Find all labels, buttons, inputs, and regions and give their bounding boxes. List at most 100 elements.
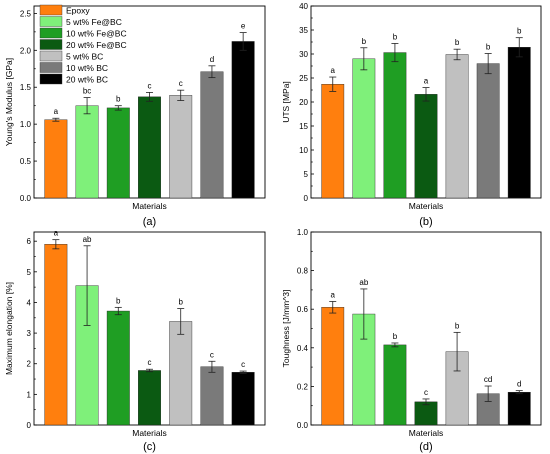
significance-letter: c [210,350,214,359]
legend-swatch [39,4,63,16]
significance-letter: b [393,32,398,41]
legend-label: 10 wt% Fe@BC [66,29,127,39]
bar [44,244,68,426]
significance-letter: b [116,296,121,305]
significance-letter: d [517,380,521,389]
y-tick-label: 30 [299,50,308,59]
significance-letter: a [331,290,336,299]
significance-letter: d [210,55,214,64]
legend-label: 5 wt% Fe@BC [66,17,122,27]
significance-letter: b [116,95,121,104]
y-tick-label: 2.0 [20,46,32,55]
y-tick-label: 5 [27,268,32,277]
significance-letter: bc [83,87,91,96]
legend-swatch [39,16,63,27]
bar [383,344,407,426]
bar [445,54,469,199]
y-tick-label: 0.0 [297,421,309,430]
legend-swatch [39,27,63,39]
significance-letter: ab [83,235,92,244]
significance-letter: b [517,27,522,36]
significance-letter: c [148,358,152,367]
bar [507,391,531,426]
legend-swatch [39,50,63,62]
y-tick-label: 25 [299,74,308,83]
chart-panel-3: 0.0 0.2 0.4 0.6 0.8 1.0 a ab b c b cd d Materials Toug… [281,228,542,453]
y-tick-label: 15 [299,122,308,131]
bar [169,321,193,426]
bar [321,307,345,426]
significance-letter: a [331,66,336,75]
legend-label: 5 wt% BC [66,52,103,62]
bar [138,370,161,426]
bar [106,310,130,426]
legend-swatch [39,73,63,85]
legend-label: Epoxy [66,6,90,16]
chart-panel-2: 0 1 2 3 4 5 6 a ab b c b c c Materials Maximum elongati… [4,229,266,453]
significance-letter: b [362,37,367,46]
bar [383,52,407,199]
bar [106,107,130,199]
significance-letter: cd [484,375,492,384]
significance-letter: b [455,38,460,47]
y-tick-label: 0.6 [297,305,309,314]
significance-letter: c [148,81,152,90]
bar [200,71,224,199]
bar [200,366,224,426]
x-axis-label: Materials [132,428,166,438]
y-tick-label: 2.5 [20,9,32,18]
x-axis-label: Materials [409,201,443,211]
significance-letter: c [179,79,183,88]
y-tick-label: 40 [299,2,308,11]
significance-letter: e [241,22,246,31]
bar [75,105,99,199]
panel-label: (d) [419,441,432,453]
panel-label: (c) [143,441,156,453]
y-tick-label: 0.0 [20,194,32,203]
significance-letter: ab [359,278,368,287]
bar [352,58,376,199]
bar [44,119,68,199]
y-tick-label: 1.0 [297,228,309,237]
y-tick-label: 2 [27,360,32,369]
y-tick-label: 3 [27,329,32,338]
significance-letter: a [54,229,59,238]
significance-letter: b [178,298,183,307]
legend-label: 20 wt% BC [66,75,108,85]
y-axis-label: UTS [MPa] [281,81,291,123]
panel-label: (b) [419,216,432,228]
legend-label: 10 wt% BC [66,63,108,73]
y-tick-label: 0.2 [297,382,309,391]
chart-panel-1: 0 5 10 15 20 25 30 35 40 a b b a b b b Materials UTS [MPa… [281,2,542,228]
x-axis-label: Materials [409,428,443,438]
y-tick-label: 4 [27,298,32,307]
significance-letter: a [54,107,59,116]
y-tick-label: 1 [27,390,32,399]
y-tick-label: 0.8 [297,267,309,276]
significance-letter: c [241,360,245,369]
significance-letter: b [393,332,398,341]
bar [414,94,438,199]
y-axis-label: Toughness [J/mm^3] [281,290,291,368]
bar [231,372,255,426]
y-tick-label: 1.5 [20,83,32,92]
y-axis-label: Maximum elongation [%] [4,282,14,375]
significance-letter: b [455,321,460,330]
y-tick-label: 35 [299,26,308,35]
y-tick-label: 0.5 [20,157,32,166]
y-tick-label: 10 [299,146,308,155]
bar [321,84,345,199]
significance-letter: a [424,77,429,86]
y-axis-label: Young's Modulus [GPa] [4,58,14,146]
bar [476,63,500,199]
y-tick-label: 0 [27,421,32,430]
y-tick-label: 1.0 [20,120,32,129]
x-axis-label: Materials [132,201,166,211]
bar [169,95,193,199]
bar [231,41,255,199]
y-tick-label: 0 [304,194,309,203]
legend-label: 20 wt% Fe@BC [66,40,127,50]
y-tick-label: 5 [304,170,309,179]
